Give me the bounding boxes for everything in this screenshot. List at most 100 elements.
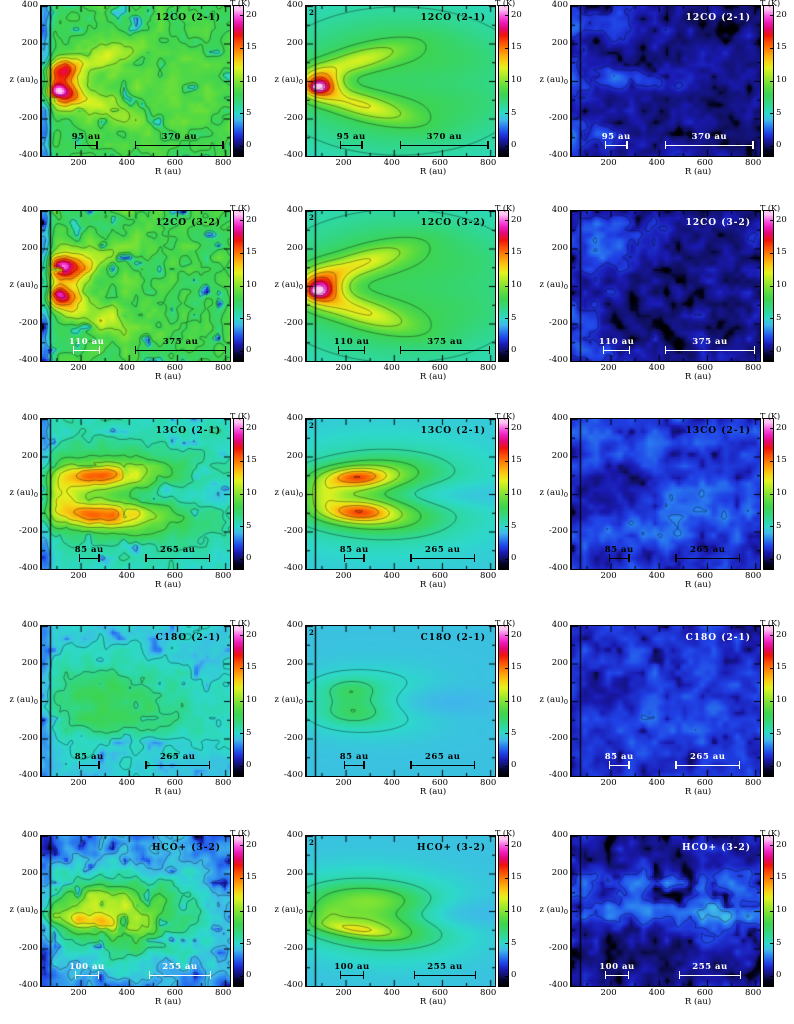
colorbar-tick-label: 15 [511, 247, 522, 258]
scale-bar-label: 255 au [427, 961, 463, 972]
colorbar [498, 418, 509, 570]
colorbar-tick [505, 428, 508, 430]
panel-corner-label: 2 [309, 8, 314, 17]
colorbar-tick [770, 910, 773, 912]
panel-corner-label: 2 [309, 838, 314, 847]
colorbar-tick-label: 0 [246, 970, 252, 981]
scale-bar-label: 100 au [599, 961, 635, 972]
heatmap-panel: 12CO (3-2) 110 au 375 au [40, 210, 231, 362]
colorbar-tick [240, 460, 243, 462]
colorbar-tick [505, 460, 508, 462]
colorbar-tick [770, 765, 773, 767]
colorbar-tick [770, 558, 773, 560]
panel-cell: 400 200 z (au)0 -200 -400 12CO (3-2) 2 110 au 37… [265, 204, 530, 405]
y-tick-zero: 0 [563, 698, 568, 706]
x-tick-label: 600 [431, 988, 449, 998]
heatmap-panel: C18O (2-1) 2 85 au 265 au [305, 625, 496, 777]
x-tick-label: 800 [480, 158, 497, 168]
colorbar-tick-label: 20 [511, 214, 522, 225]
x-axis-title: R (au) [419, 580, 447, 590]
scale-bar [678, 971, 742, 980]
y-tick-label: 400 [286, 0, 303, 10]
y-tick-label: -200 [548, 112, 568, 123]
colorbar-tick [505, 15, 508, 17]
colorbar-tick [770, 635, 773, 637]
x-axis-title: R (au) [419, 372, 447, 382]
colorbar-tick-label: 20 [776, 9, 787, 20]
colorbar-tick-label: 0 [246, 345, 252, 356]
x-tick-label: 800 [745, 988, 762, 998]
scale-bar-label: 375 au [427, 336, 463, 347]
y-tick-label: 200 [286, 37, 303, 48]
colorbar-tick [770, 943, 773, 945]
scale-bar-label: 375 au [692, 336, 728, 347]
x-tick-label: 800 [480, 778, 497, 788]
panel-cell: 400 200 z (au)0 -200 -400 C18O (2-1) 85 au 265 … [0, 619, 265, 820]
y-tick-label: -400 [548, 150, 568, 160]
colorbar-tick [770, 220, 773, 222]
x-tick-label: 200 [70, 571, 87, 581]
colorbar-title: T (K) [495, 204, 516, 213]
colorbar-tick-label: 20 [776, 422, 787, 433]
colorbar [498, 210, 509, 362]
colorbar-tick [240, 526, 243, 528]
x-tick-label: 800 [215, 571, 232, 581]
x-tick-label: 400 [648, 158, 665, 168]
x-tick-label: 800 [215, 363, 232, 373]
colorbar-title: T (K) [230, 829, 251, 838]
colorbar-tick-label: 5 [511, 727, 517, 738]
y-tick-label: 400 [286, 620, 303, 630]
colorbar-tick-label: 15 [511, 42, 522, 53]
x-axis-title: R (au) [684, 580, 712, 590]
heatmap-panel: HCO+ (3-2) 100 au 255 au [40, 835, 231, 987]
colorbar [233, 418, 244, 570]
scale-bar [337, 346, 366, 355]
colorbar-tick [240, 493, 243, 495]
colorbar-tick-label: 20 [246, 629, 257, 640]
panel-title: 12CO (2-1) [155, 13, 221, 23]
x-tick-label: 200 [335, 988, 352, 998]
scale-bar-label: 265 au [424, 544, 461, 555]
y-tick-label: 200 [551, 37, 568, 48]
colorbar-tick [505, 526, 508, 528]
x-tick-label: 600 [696, 988, 714, 998]
y-tick-zero: 0 [563, 491, 568, 499]
panel-cell: 400 200 z (au)0 -200 -400 C18O (2-1) 2 85 au 265… [265, 619, 530, 820]
colorbar-tick-label: 15 [776, 42, 787, 53]
colorbar-tick [770, 428, 773, 430]
y-tick-label: z (au)0 [265, 695, 304, 706]
colorbar-tick [770, 667, 773, 669]
x-tick-label: 400 [383, 988, 400, 998]
colorbar-tick-label: 5 [776, 520, 782, 531]
panel-heatmap-canvas [572, 6, 760, 156]
y-tick-label: z (au)0 [530, 905, 569, 916]
colorbar-title: T (K) [495, 829, 516, 838]
panel-title: 13CO (2-1) [155, 426, 221, 436]
heatmap-panel: 12CO (3-2) 2 110 au 375 au [305, 210, 496, 362]
y-tick-label: 200 [551, 867, 568, 878]
colorbar-tick [240, 635, 243, 637]
panel-title: 12CO (3-2) [685, 218, 751, 228]
colorbar-tick-label: 5 [511, 312, 517, 323]
y-tick-label: 400 [551, 205, 568, 215]
panel-title: 12CO (3-2) [420, 218, 486, 228]
colorbar-tick-label: 20 [246, 839, 257, 850]
y-axis-title: z (au) [539, 905, 564, 915]
colorbar-tick-label: 20 [776, 839, 787, 850]
x-axis-title: R (au) [419, 167, 447, 177]
y-axis-title: z (au) [539, 488, 564, 498]
scale-bar-label: 265 au [689, 751, 726, 762]
colorbar-tick-label: 20 [511, 9, 522, 20]
colorbar-title: T (K) [495, 412, 516, 421]
panel-cell: 400 200 z (au)0 -200 -400 13CO (2-1) 85 au 265 … [0, 412, 265, 613]
colorbar-tick [770, 526, 773, 528]
panel-heatmap-canvas [42, 836, 230, 986]
scale-bar [664, 346, 756, 355]
x-axis-title: R (au) [154, 372, 182, 382]
y-tick-zero: 0 [33, 908, 38, 916]
panel-heatmap-canvas [572, 211, 760, 361]
colorbar-tick-label: 5 [246, 727, 252, 738]
colorbar-tick [505, 145, 508, 147]
colorbar-tick-label: 5 [246, 520, 252, 531]
